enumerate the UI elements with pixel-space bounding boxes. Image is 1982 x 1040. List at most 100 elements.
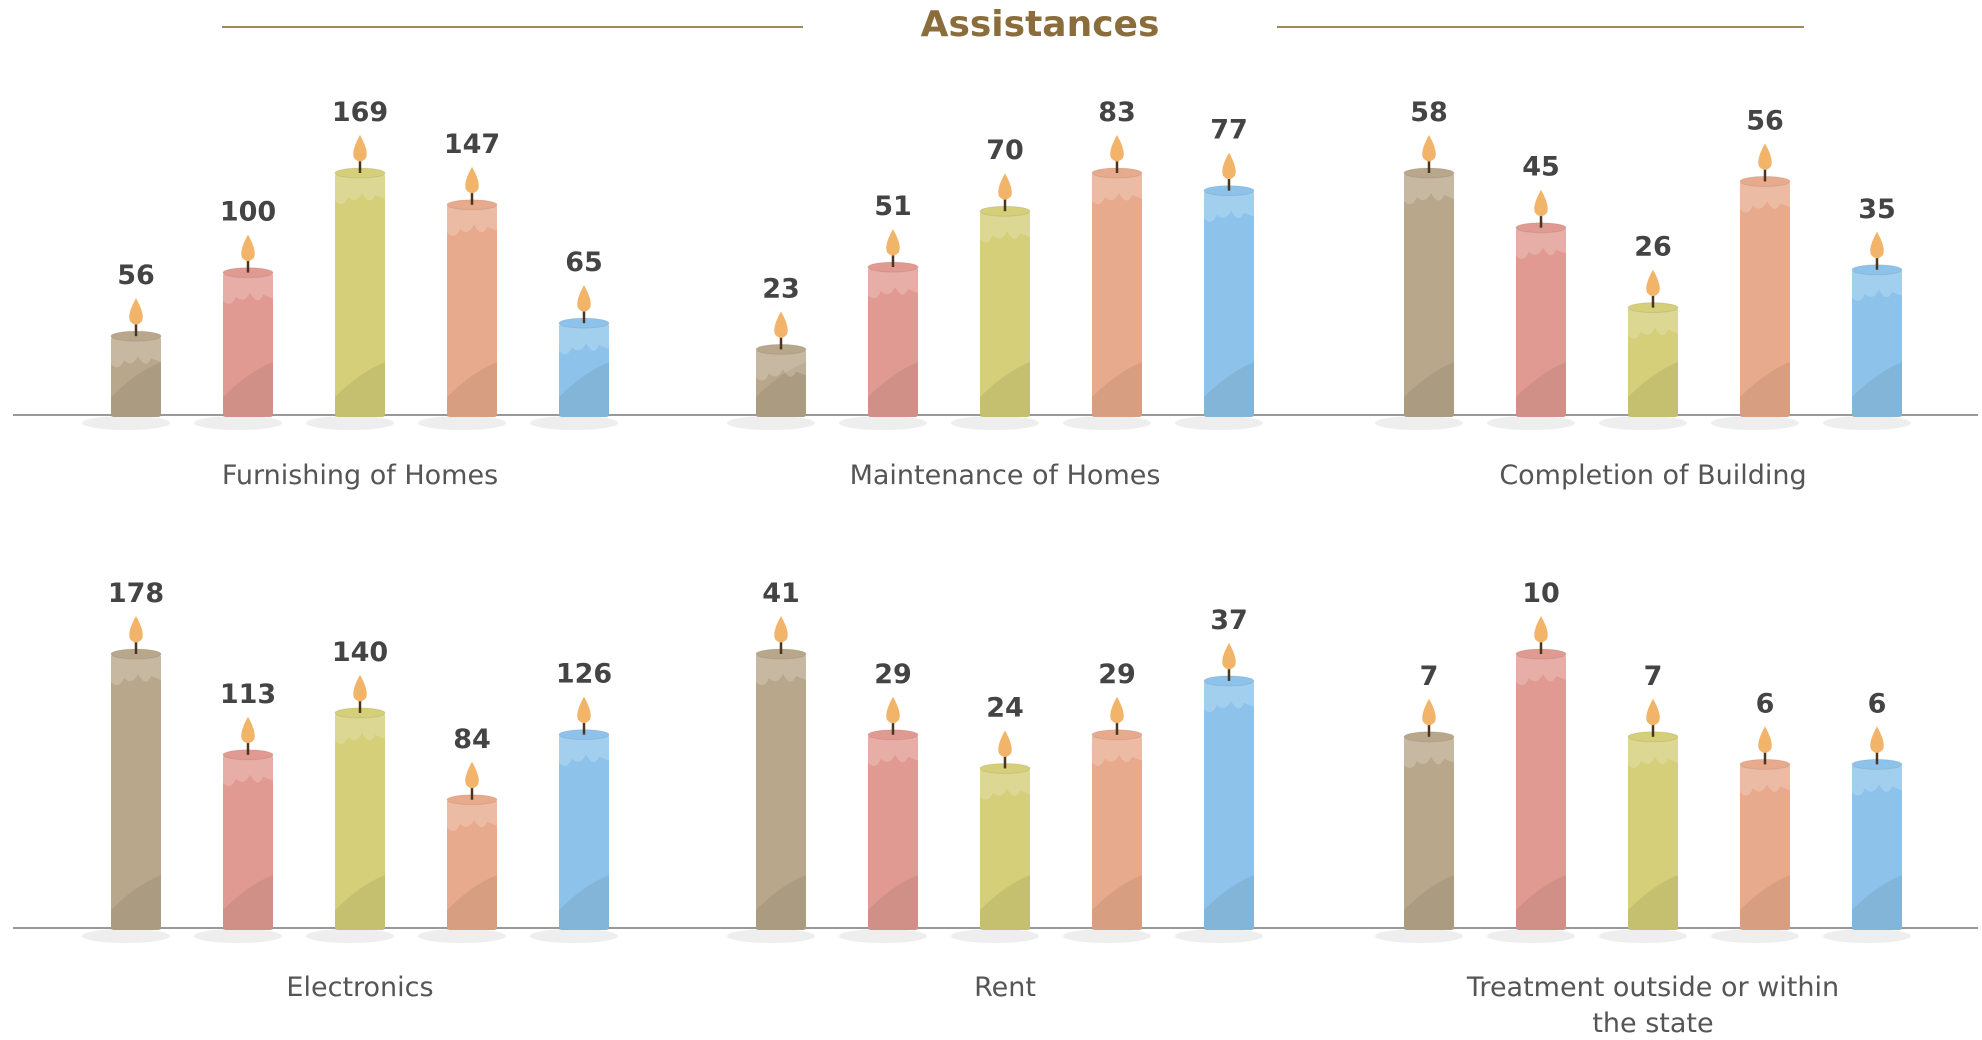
candle-shadow bbox=[1175, 929, 1263, 943]
candle-shade bbox=[1516, 875, 1566, 930]
panel-title: Maintenance of Homes bbox=[849, 460, 1161, 491]
candle-drip bbox=[1852, 764, 1902, 796]
candle-shadow bbox=[951, 929, 1039, 943]
candle-shadow bbox=[951, 416, 1039, 430]
flame bbox=[1534, 189, 1548, 217]
flame bbox=[1646, 269, 1660, 297]
value-label: 140 bbox=[332, 637, 388, 668]
candle-shadow bbox=[194, 929, 282, 943]
flame bbox=[465, 166, 479, 194]
value-label: 7 bbox=[1420, 661, 1439, 692]
candle-shadow bbox=[82, 416, 170, 430]
value-label: 45 bbox=[1522, 152, 1560, 183]
value-label: 113 bbox=[220, 679, 276, 710]
candle-shade bbox=[756, 362, 806, 417]
flame bbox=[353, 674, 367, 702]
value-label: 56 bbox=[117, 260, 155, 291]
value-label: 100 bbox=[220, 197, 276, 228]
candle-shade bbox=[447, 362, 497, 417]
flame bbox=[886, 696, 900, 724]
candle-drip bbox=[1204, 190, 1254, 222]
candle bbox=[980, 768, 1030, 930]
candle-shade bbox=[559, 875, 609, 930]
candle-shadow bbox=[1823, 416, 1911, 430]
chart-title: Assistances bbox=[921, 4, 1160, 45]
candle bbox=[1204, 680, 1254, 930]
candle-shadow bbox=[1823, 929, 1911, 943]
flame bbox=[1222, 642, 1236, 670]
value-label: 10 bbox=[1522, 578, 1560, 609]
value-label: 178 bbox=[108, 578, 164, 609]
value-label: 169 bbox=[332, 97, 388, 128]
value-label: 147 bbox=[444, 129, 500, 160]
flame bbox=[774, 616, 788, 643]
candle-shade bbox=[1404, 875, 1454, 930]
flame bbox=[774, 311, 788, 338]
value-label: 83 bbox=[1098, 97, 1136, 128]
value-label: 26 bbox=[1634, 232, 1672, 263]
candle-shadow bbox=[418, 929, 506, 943]
candle bbox=[335, 712, 385, 930]
flame bbox=[577, 696, 591, 724]
candle-shadow bbox=[418, 416, 506, 430]
candle-shade bbox=[1740, 362, 1790, 417]
flame bbox=[241, 716, 255, 744]
candle-drip bbox=[447, 799, 497, 831]
candle bbox=[1092, 734, 1142, 930]
flame bbox=[465, 761, 479, 789]
candle-shade bbox=[1204, 362, 1254, 417]
candle-shade bbox=[980, 362, 1030, 417]
candle bbox=[1404, 173, 1454, 417]
candle bbox=[1852, 764, 1902, 930]
candle-shadow bbox=[1063, 416, 1151, 430]
candle-drip bbox=[1092, 734, 1142, 766]
panel-title: Furnishing of Homes bbox=[221, 460, 499, 491]
candle-shade bbox=[1404, 362, 1454, 417]
candle-drip bbox=[223, 272, 273, 304]
value-label: 29 bbox=[1098, 659, 1136, 690]
candle-shade bbox=[111, 875, 161, 930]
candle-shadow bbox=[1375, 929, 1463, 943]
candle-shadow bbox=[306, 416, 394, 430]
candle-shade bbox=[1628, 362, 1678, 417]
candle bbox=[868, 734, 918, 930]
candle-shadow bbox=[1599, 929, 1687, 943]
candle-shadow bbox=[1063, 929, 1151, 943]
candle-drip bbox=[1404, 173, 1454, 205]
candle-drip bbox=[559, 734, 609, 766]
flame bbox=[998, 173, 1012, 200]
value-label: 51 bbox=[874, 191, 912, 222]
candle-shadow bbox=[530, 416, 618, 430]
candle-drip bbox=[1516, 227, 1566, 259]
flame bbox=[1870, 231, 1884, 259]
candle-shadow bbox=[530, 929, 618, 943]
value-label: 35 bbox=[1858, 194, 1896, 225]
value-label: 77 bbox=[1210, 115, 1248, 146]
candle-shade bbox=[111, 362, 161, 417]
candle-shadow bbox=[1175, 416, 1263, 430]
candle bbox=[447, 799, 497, 930]
candle-drip bbox=[1852, 269, 1902, 301]
flame bbox=[1110, 696, 1124, 724]
value-label: 29 bbox=[874, 659, 912, 690]
candle-shade bbox=[335, 362, 385, 417]
candle-shade bbox=[1628, 875, 1678, 930]
candle-shade bbox=[1852, 362, 1902, 417]
panel-title: Rent bbox=[974, 972, 1036, 1003]
candle-drip bbox=[1404, 736, 1454, 768]
flame bbox=[998, 730, 1012, 757]
candle-drip bbox=[447, 204, 497, 236]
flame bbox=[577, 285, 591, 312]
candle bbox=[1628, 307, 1678, 417]
flame bbox=[1222, 152, 1236, 180]
value-label: 6 bbox=[1756, 688, 1775, 719]
flame bbox=[129, 616, 143, 643]
flame bbox=[1110, 135, 1124, 162]
candle-shadow bbox=[839, 416, 927, 430]
candle bbox=[868, 267, 918, 417]
candle-shade bbox=[980, 875, 1030, 930]
candle-shadow bbox=[1599, 416, 1687, 430]
candle-shade bbox=[335, 875, 385, 930]
candle-shade bbox=[223, 362, 273, 417]
